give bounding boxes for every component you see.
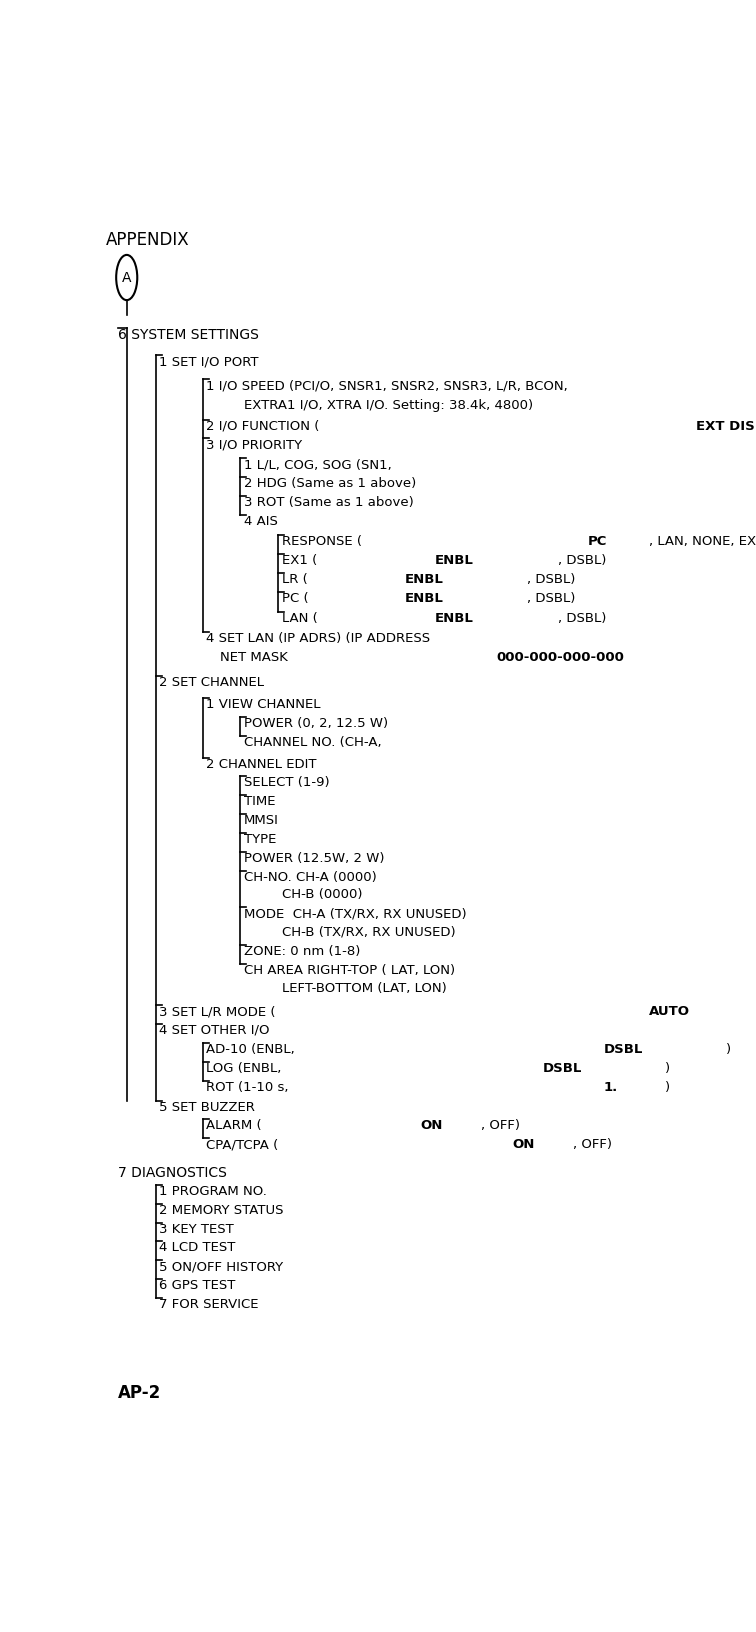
Text: ): ) [727,1043,731,1056]
Text: 1.: 1. [604,1080,618,1093]
Text: RESPONSE (: RESPONSE ( [282,535,362,548]
Text: AD-10 (ENBL,: AD-10 (ENBL, [206,1043,299,1056]
Text: EXT DISP: EXT DISP [696,419,756,432]
Text: APPENDIX: APPENDIX [106,232,190,250]
Text: 4 AIS: 4 AIS [244,516,277,529]
Text: 2 MEMORY STATUS: 2 MEMORY STATUS [159,1204,284,1217]
Text: 4 SET OTHER I/O: 4 SET OTHER I/O [159,1023,269,1036]
Text: POWER (12.5W, 2 W): POWER (12.5W, 2 W) [244,852,384,865]
Text: 6 GPS TEST: 6 GPS TEST [159,1279,235,1293]
Text: , LAN, NONE, EX1, LR): , LAN, NONE, EX1, LR) [649,535,756,548]
Text: ROT (1-10 s,: ROT (1-10 s, [206,1080,293,1093]
Text: 4 SET LAN (IP ADRS) (IP ADDRESS: 4 SET LAN (IP ADRS) (IP ADDRESS [206,632,434,645]
Text: CH-NO. CH-A (0000): CH-NO. CH-A (0000) [244,870,376,883]
Text: AUTO: AUTO [649,1005,689,1018]
Text: CPA/TCPA (: CPA/TCPA ( [206,1139,278,1151]
Text: , OFF): , OFF) [482,1120,520,1133]
Text: POWER (0, 2, 12.5 W): POWER (0, 2, 12.5 W) [244,718,388,731]
Text: EXTRA1 I/O, XTRA I/O. Setting: 38.4k, 4800): EXTRA1 I/O, XTRA I/O. Setting: 38.4k, 48… [244,400,533,413]
Text: DSBL: DSBL [604,1043,643,1056]
Text: NET MASK: NET MASK [221,651,293,664]
Text: 5 SET BUZZER: 5 SET BUZZER [159,1100,255,1113]
Text: , DSBL): , DSBL) [557,553,606,566]
Text: 2 SET CHANNEL: 2 SET CHANNEL [159,676,264,689]
Text: 1 VIEW CHANNEL: 1 VIEW CHANNEL [206,698,321,712]
Text: TIME: TIME [244,795,275,808]
Text: LAN (: LAN ( [282,612,318,625]
Text: PC: PC [588,535,608,548]
Text: CHANNEL NO. (CH-A,: CHANNEL NO. (CH-A, [244,736,386,749]
Text: AP-2: AP-2 [118,1384,161,1402]
Text: 1 SET I/O PORT: 1 SET I/O PORT [159,356,259,369]
Text: 4 LCD TEST: 4 LCD TEST [159,1242,235,1255]
Text: 2 CHANNEL EDIT: 2 CHANNEL EDIT [206,757,316,770]
Text: TYPE: TYPE [244,832,276,845]
Text: , OFF): , OFF) [573,1139,612,1151]
Text: ZONE: 0 nm (1-8): ZONE: 0 nm (1-8) [244,945,361,958]
Text: ): ) [665,1062,670,1074]
Text: 1 L/L, COG, SOG (SN1,: 1 L/L, COG, SOG (SN1, [244,459,396,472]
Text: 1 I/O SPEED (PCI/O, SNSR1, SNSR2, SNSR3, L/R, BCON,: 1 I/O SPEED (PCI/O, SNSR1, SNSR2, SNSR3,… [206,379,568,392]
Text: ENBL: ENBL [404,573,443,586]
Text: 2 I/O FUNCTION (: 2 I/O FUNCTION ( [206,419,319,432]
Text: 1 PROGRAM NO.: 1 PROGRAM NO. [159,1185,267,1198]
Text: 5 ON/OFF HISTORY: 5 ON/OFF HISTORY [159,1260,283,1273]
Text: 7 FOR SERVICE: 7 FOR SERVICE [159,1297,259,1310]
Text: CH-B (0000): CH-B (0000) [282,888,362,901]
Text: ON: ON [512,1139,534,1151]
Text: 6 SYSTEM SETTINGS: 6 SYSTEM SETTINGS [118,328,259,341]
Text: 000-000-000-000: 000-000-000-000 [496,651,624,664]
Text: MMSI: MMSI [244,814,279,827]
Text: SELECT (1-9): SELECT (1-9) [244,777,330,790]
Text: ENBL: ENBL [404,592,443,605]
Text: 3 ROT (Same as 1 above): 3 ROT (Same as 1 above) [244,496,414,509]
Text: , DSBL): , DSBL) [527,573,575,586]
Text: CH-B (TX/RX, RX UNUSED): CH-B (TX/RX, RX UNUSED) [282,925,456,938]
Text: ALARM (: ALARM ( [206,1120,262,1133]
Text: 2 HDG (Same as 1 above): 2 HDG (Same as 1 above) [244,477,416,490]
Text: CH AREA RIGHT-TOP ( LAT, LON): CH AREA RIGHT-TOP ( LAT, LON) [244,963,455,976]
Text: 7 DIAGNOSTICS: 7 DIAGNOSTICS [118,1165,227,1180]
Text: PC (: PC ( [282,592,308,605]
Text: ENBL: ENBL [435,553,474,566]
Text: LEFT-BOTTOM (LAT, LON): LEFT-BOTTOM (LAT, LON) [282,982,447,996]
Text: ENBL: ENBL [435,612,474,625]
Text: LOG (ENBL,: LOG (ENBL, [206,1062,286,1074]
Text: MODE  CH-A (TX/RX, RX UNUSED): MODE CH-A (TX/RX, RX UNUSED) [244,907,466,920]
Text: 3 KEY TEST: 3 KEY TEST [159,1222,234,1235]
Text: 3 SET L/R MODE (: 3 SET L/R MODE ( [159,1005,275,1018]
Text: EX1 (: EX1 ( [282,553,318,566]
Text: A: A [122,271,132,284]
Text: 3 I/O PRIORITY: 3 I/O PRIORITY [206,439,302,452]
Text: ): ) [665,1080,670,1093]
Text: DSBL: DSBL [543,1062,582,1074]
Text: , DSBL): , DSBL) [557,612,606,625]
Text: ON: ON [420,1120,442,1133]
Text: LR (: LR ( [282,573,308,586]
Text: , DSBL): , DSBL) [527,592,575,605]
